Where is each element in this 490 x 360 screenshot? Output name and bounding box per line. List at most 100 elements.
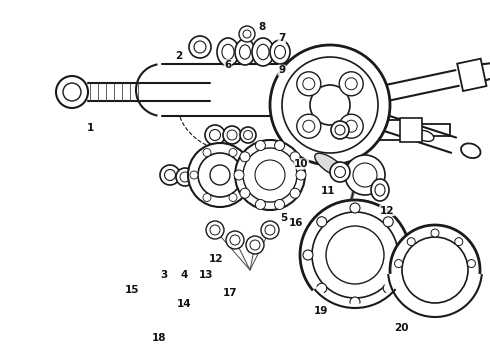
Text: 15: 15 [125,285,140,295]
Circle shape [265,225,275,235]
Circle shape [188,143,252,207]
Circle shape [345,120,357,132]
Circle shape [203,194,211,202]
Ellipse shape [227,130,237,140]
Text: 11: 11 [321,186,336,196]
Circle shape [303,120,315,132]
Circle shape [203,148,211,157]
Text: 3: 3 [161,270,168,280]
Ellipse shape [402,126,419,137]
Circle shape [467,260,475,267]
Circle shape [431,229,439,237]
Ellipse shape [235,39,255,65]
Circle shape [206,221,224,239]
Circle shape [339,72,363,96]
Circle shape [240,188,250,198]
Circle shape [194,41,206,53]
Text: 5: 5 [281,213,288,223]
Ellipse shape [335,125,345,135]
Circle shape [240,152,250,162]
Text: 9: 9 [278,65,285,75]
Circle shape [407,238,415,246]
Ellipse shape [330,162,350,182]
Text: 4: 4 [180,270,188,280]
Circle shape [229,194,237,202]
Text: 17: 17 [223,288,238,298]
Circle shape [230,235,240,245]
Ellipse shape [176,168,194,186]
Circle shape [345,155,385,195]
Text: 20: 20 [394,323,409,333]
Circle shape [317,217,327,227]
Ellipse shape [180,172,190,182]
Circle shape [255,140,266,150]
Circle shape [312,212,398,298]
Circle shape [255,199,266,210]
Ellipse shape [270,40,290,64]
Circle shape [397,250,407,260]
Circle shape [189,36,211,58]
Text: 6: 6 [224,60,231,70]
Text: 19: 19 [314,306,328,316]
Circle shape [303,78,315,90]
Ellipse shape [165,170,175,180]
Circle shape [270,45,390,165]
Circle shape [394,260,403,267]
Ellipse shape [217,38,239,66]
Ellipse shape [222,44,234,60]
Polygon shape [457,59,487,91]
Circle shape [210,225,220,235]
Circle shape [383,283,393,293]
Circle shape [339,114,363,138]
Ellipse shape [252,38,274,66]
Circle shape [235,140,305,210]
Text: 8: 8 [259,22,266,32]
Text: 14: 14 [176,299,191,309]
Text: 2: 2 [175,51,182,61]
Circle shape [300,200,410,310]
Ellipse shape [160,165,180,185]
Circle shape [239,26,255,42]
Circle shape [255,160,285,190]
Bar [400,118,422,142]
Polygon shape [315,153,345,177]
Circle shape [455,238,463,246]
Circle shape [274,140,285,150]
Circle shape [282,57,378,153]
Circle shape [274,199,285,210]
Circle shape [229,148,237,157]
Ellipse shape [257,44,269,60]
Circle shape [383,217,393,227]
Ellipse shape [371,179,389,201]
Circle shape [297,114,321,138]
Text: 12: 12 [208,254,223,264]
Circle shape [63,83,81,101]
Circle shape [297,72,321,96]
Text: 12: 12 [380,206,394,216]
Circle shape [390,225,480,315]
Circle shape [242,171,250,179]
Circle shape [402,237,468,303]
Circle shape [296,170,306,180]
Text: 18: 18 [152,333,167,343]
Circle shape [243,30,251,38]
Ellipse shape [210,130,220,140]
Circle shape [250,240,260,250]
Circle shape [290,152,300,162]
Ellipse shape [461,143,481,158]
Circle shape [290,188,300,198]
Ellipse shape [223,126,241,144]
Ellipse shape [331,121,349,139]
Circle shape [303,250,313,260]
Circle shape [56,76,88,108]
Circle shape [190,171,198,179]
Ellipse shape [240,45,250,59]
Ellipse shape [335,166,345,177]
Circle shape [198,153,242,197]
Circle shape [261,221,279,239]
Circle shape [226,231,244,249]
Circle shape [234,170,244,180]
Text: 16: 16 [289,218,304,228]
Ellipse shape [244,130,252,139]
Ellipse shape [375,184,385,196]
